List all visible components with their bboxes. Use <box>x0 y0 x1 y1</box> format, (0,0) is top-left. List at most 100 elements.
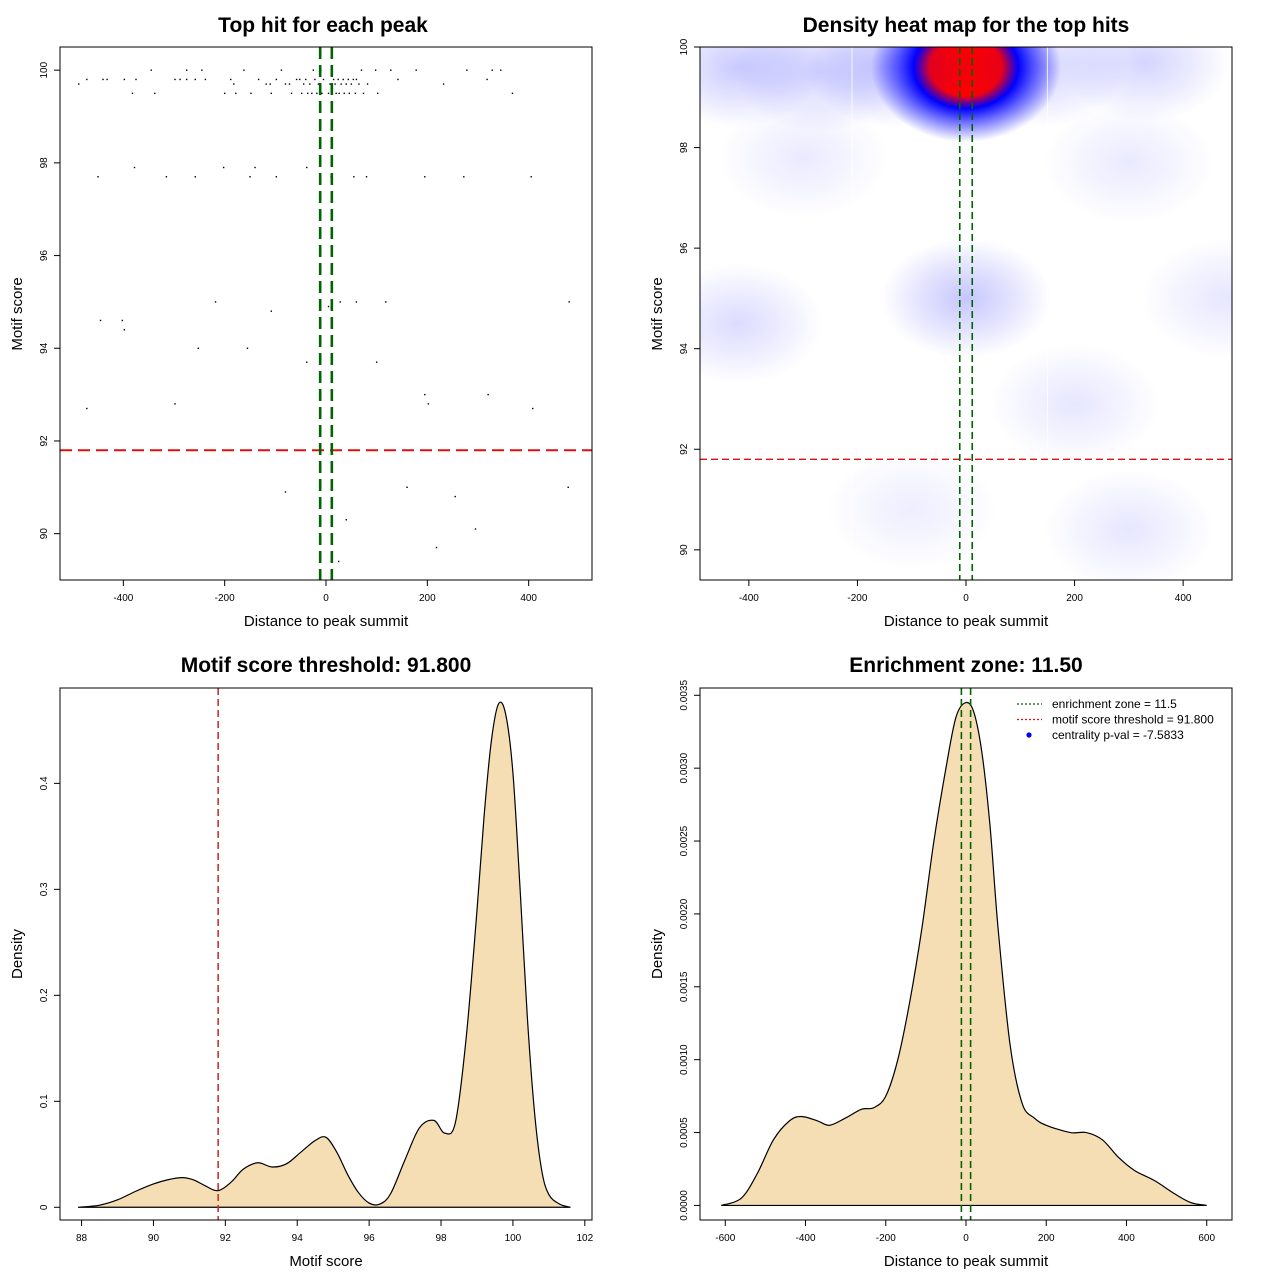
plot-area <box>721 688 1207 1220</box>
x-tick-label: 0 <box>963 1233 969 1244</box>
data-point <box>568 301 570 303</box>
x-tick-label: 98 <box>435 1233 447 1244</box>
data-point <box>345 83 347 85</box>
data-point <box>243 69 245 71</box>
data-point <box>306 166 308 169</box>
data-point <box>78 83 80 85</box>
data-point <box>270 310 272 312</box>
y-axis-label: Motif score <box>649 277 666 350</box>
data-point <box>454 495 456 498</box>
data-point <box>306 361 308 363</box>
data-point <box>487 393 489 396</box>
x-axis-label: Motif score <box>289 1253 362 1270</box>
data-point <box>339 301 341 303</box>
distance-density-panel: Enrichment zone: 11.50 Distance to peak … <box>649 654 1233 1270</box>
x-tick-label: -600 <box>715 1233 735 1244</box>
data-point <box>311 92 313 95</box>
x-tick-label: 400 <box>520 593 537 604</box>
y-tick-label: 0.0015 <box>679 971 690 1002</box>
x-tick-label: 88 <box>76 1233 88 1244</box>
data-point <box>337 560 340 563</box>
data-point <box>99 319 102 322</box>
data-point <box>342 78 344 81</box>
density-blob <box>881 238 1051 359</box>
data-point <box>250 92 252 95</box>
data-point <box>303 83 305 85</box>
y-tick-label: 90 <box>39 528 50 540</box>
y-tick-label: 0.2 <box>39 988 50 1002</box>
data-point <box>415 69 417 71</box>
data-point <box>348 92 351 95</box>
legend-label: motif score threshold = 91.800 <box>1052 713 1214 727</box>
data-point <box>385 301 387 303</box>
data-point <box>154 92 156 95</box>
plot-area <box>60 47 592 580</box>
y-tick-label: 94 <box>39 342 50 354</box>
data-point <box>165 176 168 178</box>
x-tick-label: 92 <box>220 1233 232 1244</box>
y-tick-label: 100 <box>679 38 690 55</box>
data-point <box>230 78 232 81</box>
data-point <box>305 78 307 81</box>
data-point <box>185 69 188 71</box>
x-tick-label: 600 <box>1198 1233 1215 1244</box>
data-point <box>249 176 251 178</box>
panel-title: Density heat map for the top hits <box>803 14 1130 37</box>
y-tick-label: 0.0030 <box>679 752 690 783</box>
data-point <box>329 83 331 85</box>
data-point <box>280 69 283 71</box>
x-tick-label: 94 <box>292 1233 304 1244</box>
data-point <box>300 92 303 95</box>
data-point <box>366 83 369 85</box>
data-point <box>269 83 271 85</box>
data-point <box>295 78 298 81</box>
data-point <box>316 92 318 95</box>
data-point <box>352 78 355 81</box>
data-point <box>347 78 349 81</box>
data-point <box>486 78 488 81</box>
data-point <box>327 305 330 308</box>
density-curve <box>721 701 1207 1207</box>
data-point <box>222 166 225 169</box>
y-tick-label: 98 <box>679 142 690 154</box>
data-point <box>335 92 337 95</box>
data-point <box>298 78 301 81</box>
data-point <box>374 69 377 71</box>
data-point <box>375 361 378 363</box>
x-tick-label: 102 <box>576 1233 593 1244</box>
data-point <box>86 407 88 410</box>
data-point <box>133 166 136 169</box>
data-point <box>201 69 203 71</box>
x-tick-label: 100 <box>505 1233 522 1244</box>
y-tick-label: 0.0005 <box>679 1117 690 1148</box>
legend-label: enrichment zone = 11.5 <box>1052 697 1177 711</box>
data-point <box>312 69 315 71</box>
data-point <box>86 78 88 81</box>
x-tick-label: -400 <box>739 593 759 604</box>
y-axis-label: Motif score <box>9 277 26 350</box>
x-tick-label: 400 <box>1118 1233 1135 1244</box>
data-point <box>275 78 278 81</box>
data-point <box>194 176 196 178</box>
density-blob <box>826 449 997 570</box>
data-point <box>106 78 108 81</box>
data-point <box>397 78 399 81</box>
data-point <box>257 78 260 81</box>
data-point <box>290 92 293 95</box>
plot-area <box>77 688 571 1220</box>
data-point <box>511 92 514 95</box>
data-point <box>365 176 368 178</box>
data-point <box>97 176 99 178</box>
data-point <box>491 69 493 71</box>
data-point <box>275 176 278 178</box>
scatter-panel: Top hit for each peak Distance to peak s… <box>9 14 593 630</box>
density-blob <box>989 344 1160 465</box>
data-point <box>254 166 256 169</box>
x-tick-label: -200 <box>847 593 867 604</box>
x-axis-label: Distance to peak summit <box>244 613 409 630</box>
density-blob <box>1141 238 1232 359</box>
data-point <box>358 83 360 85</box>
y-tick-label: 94 <box>679 343 690 355</box>
data-point <box>121 319 124 322</box>
data-point <box>123 78 126 81</box>
